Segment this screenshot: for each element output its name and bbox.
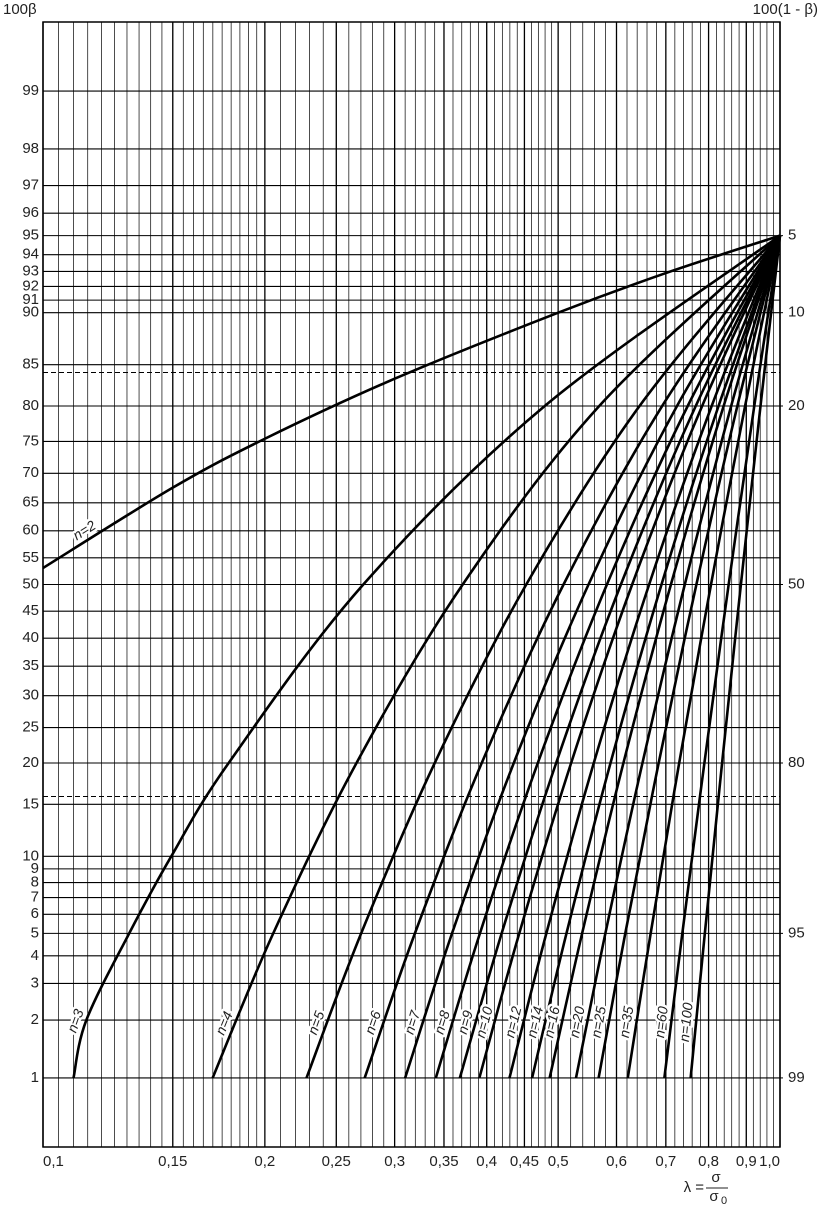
- x-tick-label: 0,6: [606, 1153, 627, 1170]
- x-tick-label: 0,5: [548, 1153, 569, 1170]
- curve: [211, 234, 781, 1079]
- y-tick-label: 15: [22, 795, 39, 812]
- y-tick-label: 2: [31, 1011, 39, 1028]
- y2-tick-label: 5: [788, 227, 796, 244]
- curve: [597, 235, 782, 1079]
- curve: [72, 234, 781, 1079]
- y-tick-label: 91: [22, 291, 39, 308]
- y-tick-label: 4: [31, 947, 39, 964]
- y2-tick-label: 99: [788, 1069, 805, 1086]
- y-tick-label: 92: [22, 277, 39, 294]
- curve: [574, 235, 782, 1079]
- y-tick-label: 80: [22, 397, 39, 414]
- y-tick-label: 10: [22, 847, 39, 864]
- y-tick-label: 9: [31, 860, 39, 877]
- y-tick-label: 95: [22, 227, 39, 244]
- curve: [548, 235, 782, 1079]
- curve: [403, 234, 782, 1079]
- x-tick-label: 1,0: [759, 1153, 780, 1170]
- y-tick-label: 35: [22, 657, 39, 674]
- y2-tick-label: 80: [788, 754, 805, 771]
- y2-tick-label: 10: [788, 304, 805, 321]
- plot-frame: [42, 21, 781, 1148]
- curve: [663, 235, 782, 1079]
- curve: [42, 234, 781, 570]
- y-tick-label: 99: [22, 82, 39, 99]
- y2-axis-label: 100(1 - β): [753, 1, 818, 18]
- y-tick-label: 6: [31, 905, 39, 922]
- y2-tick-label: 20: [788, 397, 805, 414]
- y-tick-label: 50: [22, 575, 39, 592]
- curve: [363, 234, 782, 1079]
- curve: [530, 235, 782, 1079]
- y-tick-label: 94: [22, 246, 39, 263]
- x-tick-label: 0,45: [510, 1153, 539, 1170]
- curve: [626, 235, 782, 1079]
- y-tick-label: 85: [22, 356, 39, 373]
- x-axis-label-numerator: σ: [711, 1169, 721, 1186]
- y-tick-label: 8: [31, 873, 39, 890]
- y-tick-label: 90: [22, 304, 39, 321]
- y-tick-label: 7: [31, 888, 39, 905]
- curve: [434, 235, 782, 1079]
- y-tick-label: 97: [22, 177, 39, 194]
- y2-tick-label: 95: [788, 924, 805, 941]
- x-tick-label: 0,15: [158, 1153, 187, 1170]
- y-tick-label: 98: [22, 140, 39, 157]
- y-tick-label: 70: [22, 464, 39, 481]
- x-tick-label: 0,35: [429, 1153, 458, 1170]
- y-tick-label: 45: [22, 602, 39, 619]
- y-tick-label: 55: [22, 549, 39, 566]
- x-tick-label: 0,2: [254, 1153, 275, 1170]
- x-tick-label: 0,25: [322, 1153, 351, 1170]
- curve: [478, 235, 782, 1079]
- x-tick-label: 0,9: [736, 1153, 757, 1170]
- y-tick-label: 5: [31, 924, 39, 941]
- y2-tick-label: 50: [788, 575, 805, 592]
- x-tick-label: 0,3: [384, 1153, 405, 1170]
- y-tick-label: 40: [22, 629, 39, 646]
- y-tick-label: 65: [22, 494, 39, 511]
- y-tick-label: 60: [22, 522, 39, 539]
- y-tick-label: 3: [31, 974, 39, 991]
- y-tick-label: 20: [22, 754, 39, 771]
- y-tick-label: 93: [22, 262, 39, 279]
- x-axis-label-denominator: σ: [709, 1188, 719, 1205]
- x-axis-label-subscript: 0: [721, 1195, 727, 1205]
- y-tick-label: 25: [22, 719, 39, 736]
- x-tick-label: 0,4: [476, 1153, 497, 1170]
- curve: [689, 235, 782, 1079]
- y-axis-label: 100β: [3, 1, 37, 18]
- x-tick-label: 0,8: [698, 1153, 719, 1170]
- x-tick-label: 0,1: [43, 1153, 64, 1170]
- curve: [458, 235, 782, 1079]
- series-label: n=35: [616, 1005, 637, 1039]
- y-tick-label: 30: [22, 687, 39, 704]
- x-axis-label: λ =: [684, 1179, 705, 1196]
- curve: [508, 235, 782, 1079]
- x-tick-label: 0,7: [655, 1153, 676, 1170]
- grid: [42, 22, 781, 1147]
- y-tick-label: 1: [31, 1069, 39, 1086]
- y-tick-label: 75: [22, 432, 39, 449]
- y-tick-label: 96: [22, 204, 39, 221]
- curve: [305, 234, 782, 1079]
